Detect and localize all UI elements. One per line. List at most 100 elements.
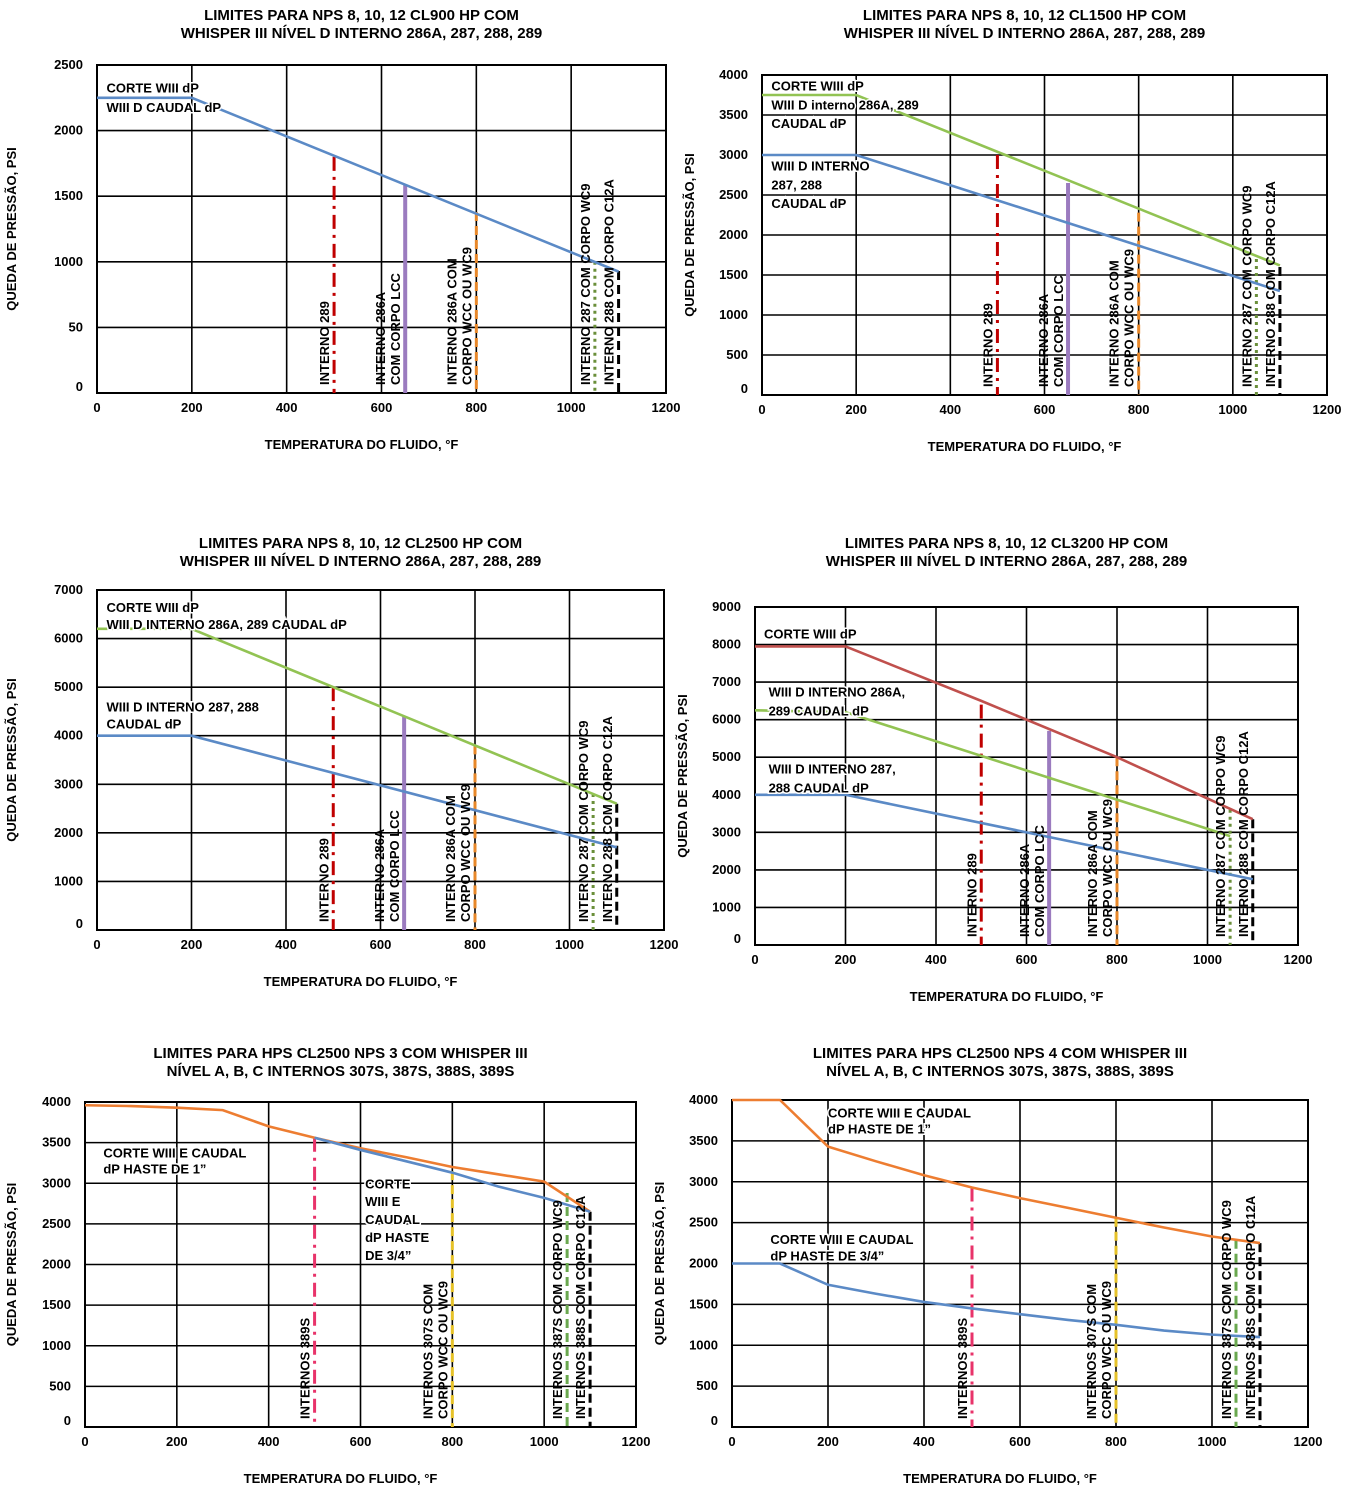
y-tick-label: 1000 [712,899,741,914]
y-tick-label: 50 [69,319,83,334]
limit-label: INTERNOS 387S COM CORPO WC9 [550,1200,565,1419]
limit-label: COM CORPO LCC [387,809,402,922]
limit-label: CORPO WCC OU WC9 [1099,1281,1114,1419]
series-annotation: 288 CAUDAL dP [769,780,870,795]
limit-label: CORPO WCC OU WC9 [435,1281,450,1419]
chart-title-line: WHISPER III NÍVEL D INTERNO 286A, 287, 2… [181,25,543,42]
series-annotation: WIII D INTERNO 286A, 289 CAUDAL dP [106,617,347,632]
plot-frame [96,589,665,931]
x-tick-label: 800 [464,937,486,952]
x-tick-label: 200 [817,1434,839,1449]
x-tick-label: 200 [835,952,857,967]
series-annotation: 289 CAUDAL dP [769,703,870,718]
y-tick-label: 7000 [712,674,741,689]
series-annotation: WIII D INTERNO 287, 288 [106,700,258,715]
series-annotation: CORTE WIII dP [764,626,857,641]
limit-label: INTERNO 286A [1017,843,1032,937]
series-annotation: 287, 288 [771,178,822,193]
chart-title-line: LIMITES PARA HPS CL2500 NPS 3 COM WHISPE… [153,1045,527,1062]
y-tick-label: 3000 [712,824,741,839]
x-tick-label: 200 [845,402,867,417]
series-annotation: CAUDAL dP [106,717,181,732]
y-tick-label: 1500 [689,1296,718,1311]
x-tick-label: 400 [258,1434,280,1449]
series-line [732,1098,1261,1245]
y-tick-label: 6000 [712,712,741,727]
limit-label: INTERNO 287 COM CORPO WC9 [1239,185,1254,387]
y-tick-label: 1500 [42,1297,71,1312]
limit-label: COM CORPO LCC [1032,824,1047,937]
series-annotation: CORTE WIII dP [106,80,199,95]
series-line [97,627,618,805]
x-tick-label: 600 [350,1434,372,1449]
series-annotation: WIII D INTERNO [771,158,869,173]
plot-frame [84,1101,637,1428]
series-annotation: DE 3/4” [365,1248,411,1263]
limit-label: CORPO WCC OU WC9 [458,784,473,922]
series-line [732,1262,1261,1339]
y-tick-label: 2000 [712,862,741,877]
limit-label: INTERNO 286A COM [1085,810,1100,937]
series-annotation: CORTE WIII E CAUDAL [770,1232,913,1247]
y-tick-label: 3500 [42,1135,71,1150]
y-tick-label: 3000 [54,776,83,791]
y-tick-label: 2000 [54,825,83,840]
y-tick-label: 1000 [719,307,748,322]
limit-label: CORPO WCC OU WC9 [459,247,474,385]
y-tick-label: 1000 [54,873,83,888]
x-axis-label: TEMPERATURA DO FLUIDO, °F [910,989,1104,1004]
limit-label: INTERNOS 388S COM CORPO C12A [1243,1195,1258,1419]
y-tick-label: 2000 [54,123,83,138]
series-line [762,153,1281,293]
y-tick-label: 5000 [54,679,83,694]
limit-label: INTERNO 289 [964,853,979,937]
series-annotation: CAUDAL dP [771,196,846,211]
chart-title-line: LIMITES PARA NPS 8, 10, 12 CL3200 HP COM [845,535,1168,552]
limit-label: INTERNO 286A COM [1107,260,1122,387]
x-tick-label: 200 [181,400,203,415]
limit-label: INTERNO 287 COM CORPO WC9 [578,183,593,385]
x-tick-label: 1200 [650,937,679,952]
y-tick-label: 9000 [712,599,741,614]
limit-label: INTERNO 287 COM CORPO WC9 [576,720,591,922]
limit-label: INTERNO 286A COM [443,795,458,922]
series-line [754,708,1231,838]
y-tick-label: 4000 [719,67,748,82]
y-tick-label: 2000 [719,227,748,242]
x-tick-label: 400 [925,952,947,967]
x-tick-label: 1000 [1218,402,1247,417]
chart-title-line: WHISPER III NÍVEL D INTERNO 286A, 287, 2… [826,553,1188,570]
x-tick-label: 200 [181,937,203,952]
series-line [97,734,618,849]
y-tick-label: 0 [76,916,83,931]
series-annotation: WIII D INTERNO 287, [769,761,896,776]
x-tick-label: 600 [1034,402,1056,417]
x-tick-label: 1200 [1294,1434,1323,1449]
series-annotation: CORTE [365,1176,411,1191]
y-tick-label: 2500 [54,57,83,72]
x-tick-label: 400 [276,400,298,415]
series-annotation: CORTE WIII E CAUDAL [103,1145,246,1160]
chart-panel-4: LIMITES PARA NPS 8, 10, 12 CL3200 HP COM… [675,535,1312,1004]
limit-label: INTERNO 288 COM CORPO C12A [600,716,615,922]
series-annotation: dP HASTE DE 3/4” [770,1248,884,1263]
limit-label: INTERNO 286A COM [444,258,459,385]
y-tick-label: 3000 [689,1174,718,1189]
series-annotation: WIII D INTERNO 286A, [769,685,906,700]
chart-title-line: WHISPER III NÍVEL D INTERNO 286A, 287, 2… [844,25,1206,42]
y-tick-label: 0 [711,1413,718,1428]
limit-label: INTERNO 289 [316,838,331,922]
limit-label: CORPO WCC OU WC9 [1122,249,1137,387]
y-tick-label: 1500 [54,188,83,203]
x-tick-label: 800 [1128,402,1150,417]
y-tick-label: 6000 [54,631,83,646]
x-tick-label: 800 [1106,952,1128,967]
limit-label: INTERNO 286A [1036,293,1051,387]
x-tick-label: 600 [1009,1434,1031,1449]
chart-title-line: WHISPER III NÍVEL D INTERNO 286A, 287, 2… [180,553,542,570]
y-tick-label: 0 [734,931,741,946]
x-tick-label: 800 [465,400,487,415]
chart-title-line: NÍVEL A, B, C INTERNOS 307S, 387S, 388S,… [826,1063,1174,1080]
x-tick-label: 600 [371,400,393,415]
